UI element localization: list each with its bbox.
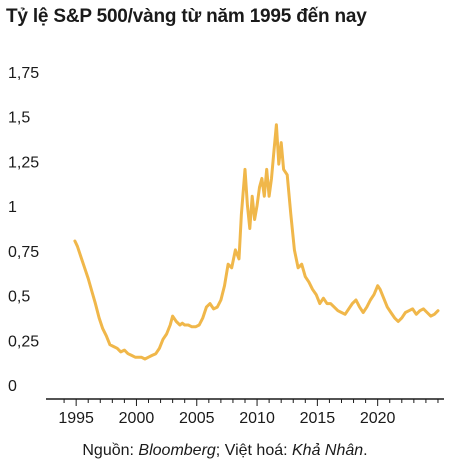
chart-canvas: 0 0,25 0,5 0,75 1 1,25 1,5 1,75 1995 2000 2005 201… (8, 65, 444, 427)
y-tick-label: 0,25 (8, 333, 39, 350)
y-tick-label: 1,25 (8, 154, 39, 171)
y-axis-tick-labels: 0 0,25 0,5 0,75 1 1,25 1,5 1,75 (8, 65, 39, 395)
x-tick-label: 2020 (360, 410, 396, 427)
y-tick-label: 1 (8, 199, 17, 216)
y-tick-label: 0,75 (8, 244, 39, 261)
y-tick-label: 0 (8, 378, 17, 395)
source-middle: ; Việt hoá: (215, 442, 292, 459)
source-note: Nguồn: Bloomberg; Việt hoá: Khả Nhân. (0, 442, 450, 460)
x-tick-label: 2010 (239, 410, 275, 427)
y-tick-label: 0,5 (8, 289, 30, 306)
translator-name: Khả Nhân (292, 442, 364, 459)
y-tick-label: 1,75 (8, 65, 39, 82)
chart-title: Tỷ lệ S&P 500/vàng từ năm 1995 đến nay (6, 6, 367, 27)
x-axis-tick-marks (63, 399, 439, 406)
source-suffix: . (363, 442, 368, 459)
series-line-sp500-gold-ratio (73, 123, 440, 361)
x-tick-label: 1995 (58, 410, 94, 427)
y-tick-label: 1,5 (8, 110, 30, 127)
x-tick-label: 2015 (300, 410, 336, 427)
source-prefix: Nguồn: (82, 442, 139, 459)
x-tick-label: 2000 (119, 410, 155, 427)
source-name: Bloomberg (138, 442, 216, 459)
x-axis-tick-labels: 1995 2000 2005 2010 2015 2020 (58, 410, 395, 427)
x-tick-label: 2005 (179, 410, 215, 427)
